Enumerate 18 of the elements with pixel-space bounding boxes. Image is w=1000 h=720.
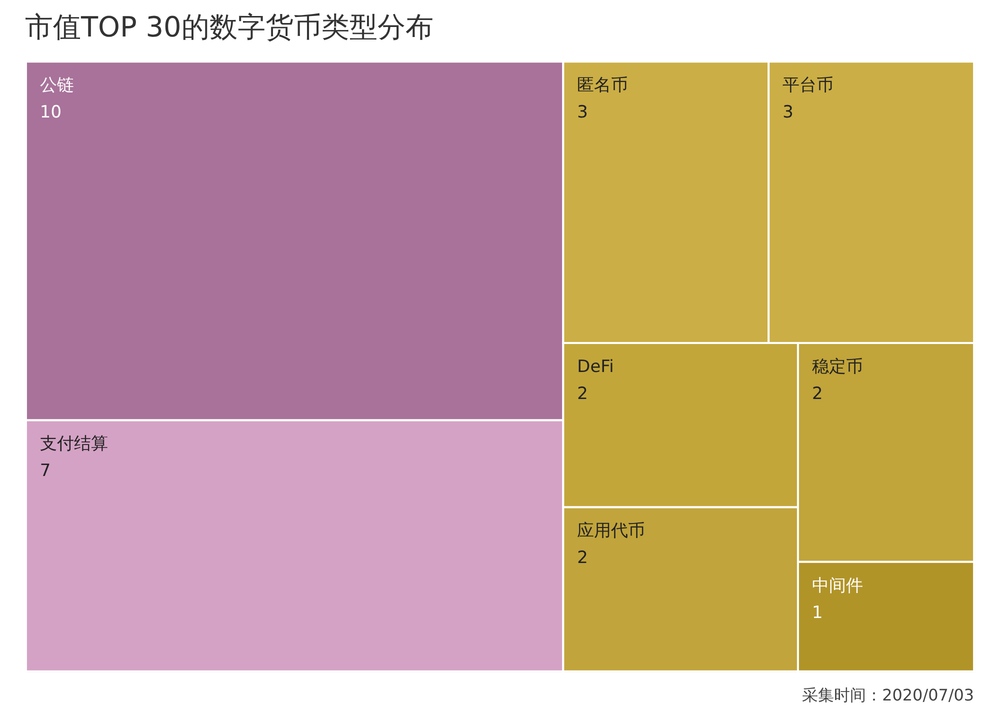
data-label: 3 (577, 101, 588, 122)
category-label: DeFi (577, 356, 614, 376)
data-label: 2 (577, 382, 588, 403)
category-label: 支付结算 (40, 433, 108, 454)
category-label: 中间件 (812, 574, 863, 595)
category-label: 平台币 (782, 74, 834, 95)
category-label: 匿名币 (577, 74, 628, 95)
text: 采集时间：2020/07/03 (802, 685, 974, 704)
category-label: 稳定币 (812, 356, 863, 376)
data-label: 2 (577, 547, 588, 568)
text: 市值TOP 30的数字货币类型分布 (24, 10, 434, 44)
data-label: 3 (782, 101, 794, 122)
category-label: 应用代币 (577, 520, 646, 540)
category-label: 公链 (40, 74, 74, 95)
data-label: 1 (812, 602, 823, 622)
data-label: 10 (40, 101, 62, 122)
data-label: 7 (40, 460, 51, 480)
data-label: 2 (812, 382, 823, 403)
